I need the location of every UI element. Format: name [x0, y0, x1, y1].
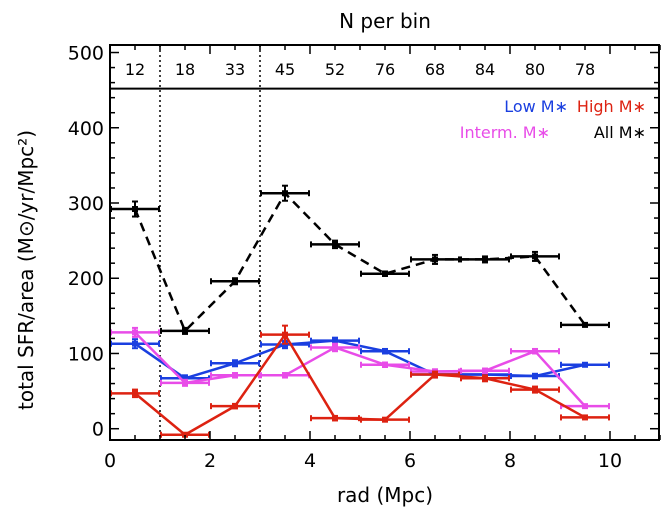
data-point — [182, 375, 188, 382]
data-point — [382, 416, 388, 423]
data-point — [482, 367, 488, 374]
bin-count-label: 78 — [575, 60, 595, 79]
bin-count-label: 33 — [225, 60, 245, 79]
data-point — [232, 403, 238, 410]
data-point — [532, 386, 538, 393]
series-low — [110, 336, 610, 383]
data-point — [582, 403, 588, 410]
bin-separator-layer — [159, 45, 261, 440]
data-point — [582, 414, 588, 421]
data-point — [282, 190, 288, 197]
data-point — [532, 373, 538, 380]
data-point — [482, 256, 488, 263]
x-tick-label: 0 — [104, 450, 116, 472]
bin-count-layer: 12 18 33 45 52 76 68 84 80 78 — [125, 60, 595, 79]
data-point — [132, 390, 138, 397]
data-point — [132, 206, 138, 213]
x-axis-title: rad (Mpc) — [337, 483, 433, 507]
data-point — [232, 360, 238, 367]
data-point — [132, 329, 138, 336]
x-tick-label: 4 — [304, 450, 316, 472]
bin-count-label: 84 — [475, 60, 495, 79]
x-tick-label: 8 — [504, 450, 516, 472]
data-point — [182, 379, 188, 386]
y-tick-label: 200 — [68, 268, 104, 290]
series-line — [133, 191, 587, 333]
data-point — [282, 331, 288, 338]
x-tick-label: 10 — [598, 450, 622, 472]
data-point — [282, 372, 288, 379]
x-tick-label: 2 — [204, 450, 216, 472]
y-tick-label: 0 — [92, 419, 104, 441]
data-point — [382, 348, 388, 355]
x-tick-label: 6 — [404, 450, 416, 472]
data-point — [332, 241, 338, 248]
y-tick-label: 500 — [68, 43, 104, 65]
legend: Low M∗ High M∗ Interm. M∗ All M∗ — [460, 97, 646, 142]
data-point — [332, 415, 338, 422]
y-tick-label: 100 — [68, 343, 104, 365]
data-point — [332, 337, 338, 344]
data-point — [382, 361, 388, 368]
bin-count-label: 12 — [125, 60, 145, 79]
bin-count-label: 80 — [525, 60, 545, 79]
legend-entry: Low M∗ — [504, 97, 568, 116]
data-point — [182, 327, 188, 334]
y-tick-label: 400 — [68, 118, 104, 140]
data-point — [382, 270, 388, 277]
legend-entry: All M∗ — [594, 123, 646, 142]
top-axis-title: N per bin — [339, 9, 431, 33]
bin-count-label: 76 — [375, 60, 395, 79]
data-point — [232, 372, 238, 379]
data-point — [582, 361, 588, 368]
series-line — [134, 331, 586, 407]
data-point — [432, 371, 438, 378]
legend-entry: Interm. M∗ — [460, 123, 550, 142]
data-point — [232, 278, 238, 285]
data-point — [482, 375, 488, 382]
series-all — [110, 184, 610, 335]
series-layer — [110, 184, 610, 438]
bin-count-label: 52 — [325, 60, 345, 79]
data-point — [332, 344, 338, 351]
data-point — [432, 256, 438, 263]
legend-entry: High M∗ — [577, 97, 646, 116]
bin-count-label: 45 — [275, 60, 295, 79]
data-point — [582, 321, 588, 328]
series-high — [110, 324, 610, 438]
bin-count-label: 68 — [425, 60, 445, 79]
bin-count-label: 18 — [175, 60, 195, 79]
data-point — [532, 253, 538, 260]
series-interm — [110, 326, 610, 410]
y-tick-label: 300 — [68, 193, 104, 215]
data-point — [532, 348, 538, 355]
y-axis-title: total SFR/area (M⊙/yr/Mpc²) — [14, 130, 38, 410]
data-point — [182, 431, 188, 438]
data-point — [132, 340, 138, 347]
